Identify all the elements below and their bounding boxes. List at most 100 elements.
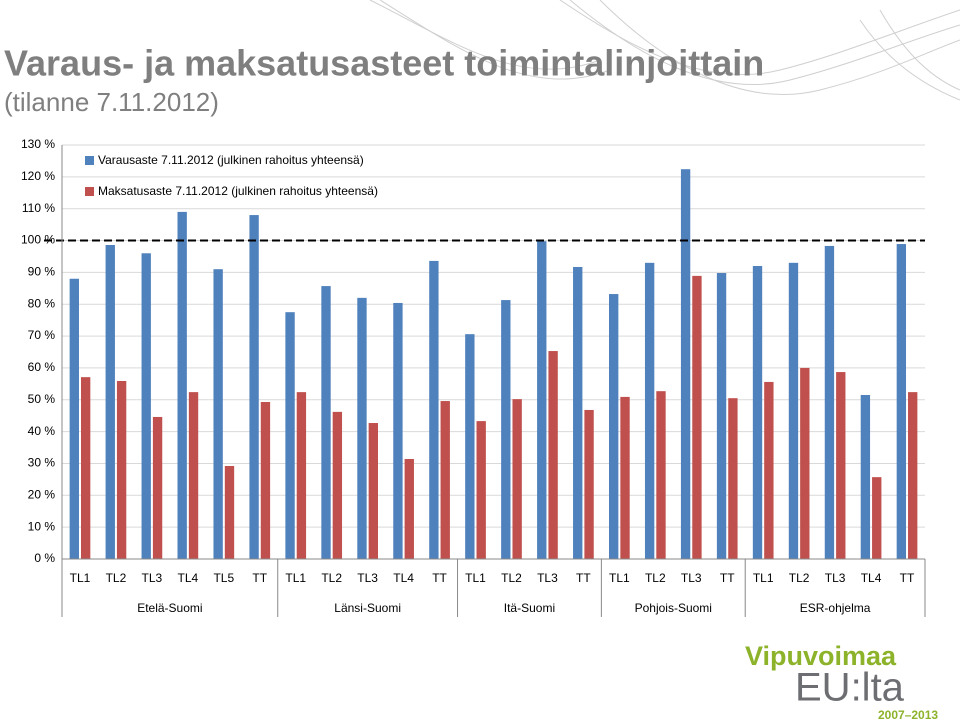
bar — [620, 396, 630, 559]
group-label: Pohjois-Suomi — [635, 601, 712, 615]
bar — [548, 351, 558, 559]
y-tick-label: 10 % — [28, 519, 56, 533]
bar — [152, 416, 163, 559]
bar — [224, 466, 235, 559]
bar — [260, 401, 271, 559]
y-tick-label: 20 % — [28, 487, 56, 501]
y-tick-label: 120 % — [21, 169, 55, 183]
y-tick-label: 90 % — [28, 265, 56, 279]
y-tick-label: 100 % — [21, 233, 55, 247]
y-tick-label: 70 % — [28, 328, 56, 342]
bar — [788, 262, 799, 559]
x-tick-label: TL2 — [789, 571, 810, 585]
bar — [177, 211, 187, 559]
y-tick-label: 60 % — [28, 360, 56, 374]
bar — [860, 394, 871, 559]
x-tick-label: TL5 — [213, 571, 234, 585]
bar — [357, 297, 367, 559]
bar — [188, 392, 199, 559]
bar — [465, 334, 475, 559]
legend-label: Maksatusaste 7.11.2012 (julkinen rahoitu… — [98, 184, 378, 198]
bar — [512, 399, 522, 559]
bar — [692, 275, 702, 559]
bar — [908, 392, 918, 559]
bar — [296, 392, 307, 559]
x-tick-label: TL4 — [861, 571, 882, 585]
bar — [680, 169, 691, 560]
y-tick-label: 110 % — [22, 201, 55, 215]
group-label: Länsi-Suomi — [334, 601, 401, 615]
x-tick-label: TL3 — [357, 571, 378, 585]
bar — [69, 278, 79, 559]
bar — [872, 477, 882, 559]
bar — [896, 244, 907, 559]
y-tick-label: 30 % — [28, 456, 56, 470]
bar — [332, 411, 343, 559]
x-tick-label: TL2 — [501, 571, 522, 585]
background-swoosh — [369, 0, 960, 101]
y-tick-label: 50 % — [28, 392, 56, 406]
x-tick-label: TL2 — [321, 571, 342, 585]
legend-swatch — [85, 156, 94, 165]
bar — [824, 245, 835, 559]
y-tick-label: 0 % — [34, 551, 55, 565]
group-label: Etelä-Suomi — [137, 601, 202, 615]
bar — [573, 266, 583, 559]
x-tick-label: TL1 — [465, 571, 486, 585]
x-tick-label: TL4 — [393, 571, 414, 585]
bar — [609, 294, 619, 559]
bar — [501, 300, 511, 559]
bar — [644, 262, 655, 559]
logo-name: Vipuvoimaa — [745, 641, 897, 671]
x-tick-label: TT — [900, 571, 915, 585]
bar — [429, 260, 439, 559]
bar — [105, 244, 115, 559]
bar — [584, 409, 594, 559]
bar — [716, 273, 727, 559]
bar — [800, 367, 810, 559]
x-tick-label: TL2 — [106, 571, 127, 585]
bar — [285, 312, 295, 559]
bar — [368, 423, 378, 559]
bar — [249, 215, 259, 560]
x-tick-label: TL3 — [537, 571, 558, 585]
y-tick-label: 40 % — [28, 424, 56, 438]
x-tick-label: TL2 — [645, 571, 666, 585]
bar — [141, 253, 151, 559]
bar — [537, 241, 547, 559]
bar — [764, 381, 774, 559]
x-tick-label: TT — [432, 571, 447, 585]
logo-text: EU:lta — [795, 666, 905, 710]
x-tick-label: TL1 — [285, 571, 306, 585]
y-tick-label: 80 % — [28, 296, 56, 310]
bar — [393, 302, 403, 559]
y-tick-label: 130 % — [21, 137, 55, 151]
x-tick-label: TL3 — [142, 571, 163, 585]
bar — [321, 286, 331, 559]
chart-title: Varaus- ja maksatusasteet toimintalinjoi… — [4, 43, 764, 84]
bar — [476, 421, 486, 559]
x-tick-label: TL4 — [178, 571, 199, 585]
x-tick-label: TL3 — [681, 571, 702, 585]
bar — [836, 372, 846, 559]
bar — [116, 380, 127, 559]
logo-years: 2007–2013 — [878, 708, 938, 722]
bar — [80, 377, 91, 559]
group-label: Itä-Suomi — [504, 601, 555, 615]
legend-label: Varausaste 7.11.2012 (julkinen rahoitus … — [98, 153, 364, 167]
group-label: ESR-ohjelma — [800, 601, 871, 615]
bar — [656, 391, 666, 559]
x-tick-label: TL1 — [753, 571, 774, 585]
x-tick-label: TL3 — [825, 571, 846, 585]
bar — [728, 398, 738, 559]
x-tick-label: TT — [576, 571, 591, 585]
x-tick-label: TL1 — [70, 571, 91, 585]
x-tick-label: TT — [720, 571, 735, 585]
x-tick-label: TL1 — [609, 571, 630, 585]
bar — [752, 266, 763, 559]
bar — [440, 401, 450, 559]
legend-swatch — [85, 187, 94, 196]
bar — [213, 269, 223, 559]
chart-subtitle: (tilanne 7.11.2012) — [4, 87, 219, 117]
